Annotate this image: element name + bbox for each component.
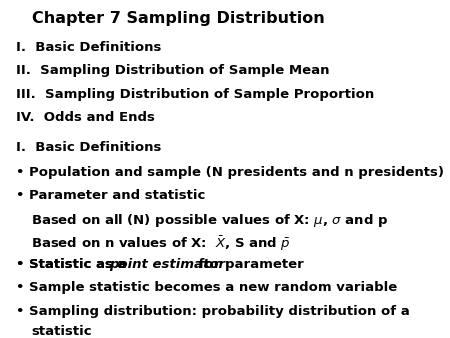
Text: • Population and sample (N presidents and n presidents): • Population and sample (N presidents an…: [16, 166, 444, 178]
Text: II.  Sampling Distribution of Sample Mean: II. Sampling Distribution of Sample Mean: [16, 64, 329, 77]
Text: IV.  Odds and Ends: IV. Odds and Ends: [16, 111, 154, 124]
Text: • Parameter and statistic: • Parameter and statistic: [16, 189, 205, 202]
Text: Based on all (N) possible values of X: $\mu$, $\sigma$ and p: Based on all (N) possible values of X: $…: [32, 212, 389, 229]
Text: • Statistic as a: • Statistic as a: [16, 258, 130, 271]
Text: Based on n values of X:  $\bar{X}$, S and $\bar{p}$: Based on n values of X: $\bar{X}$, S and…: [32, 234, 291, 253]
Text: statistic: statistic: [32, 325, 92, 338]
Text: point estimator: point estimator: [109, 258, 225, 271]
Text: I.  Basic Definitions: I. Basic Definitions: [16, 41, 161, 54]
Text: • Sample statistic becomes a new random variable: • Sample statistic becomes a new random …: [16, 281, 397, 294]
Text: • Sampling distribution: probability distribution of a: • Sampling distribution: probability dis…: [16, 305, 410, 318]
Text: Chapter 7 Sampling Distribution: Chapter 7 Sampling Distribution: [32, 11, 325, 26]
Text: I.  Basic Definitions: I. Basic Definitions: [16, 141, 161, 154]
Text: III.  Sampling Distribution of Sample Proportion: III. Sampling Distribution of Sample Pro…: [16, 88, 374, 101]
Text: • Statistic as a: • Statistic as a: [16, 258, 130, 271]
Text: for parameter: for parameter: [194, 258, 304, 271]
